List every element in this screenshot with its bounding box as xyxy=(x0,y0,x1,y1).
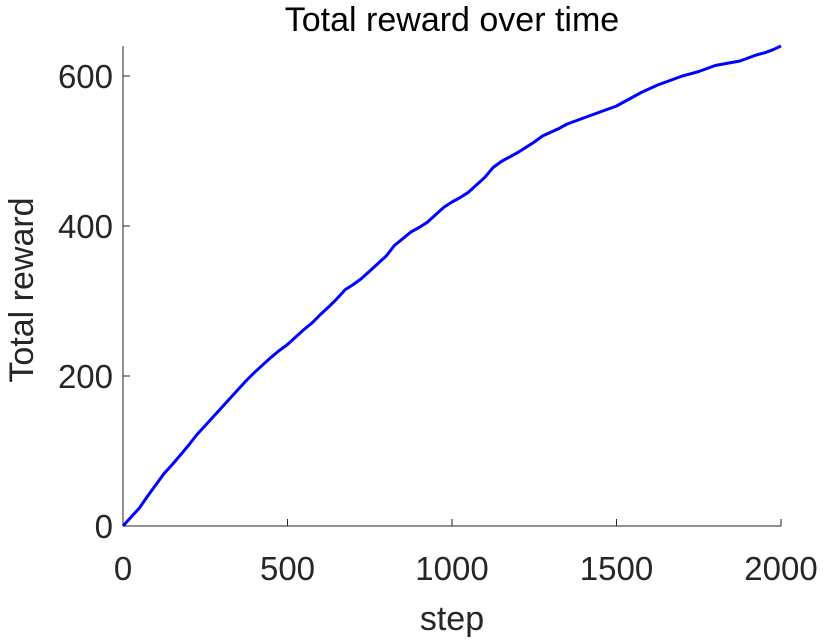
y-tick-label: 400 xyxy=(58,208,113,245)
x-ticks: 0 500 1000 1500 2000 xyxy=(114,519,818,587)
chart-title: Total reward over time xyxy=(285,1,619,39)
y-tick-label: 600 xyxy=(58,58,113,95)
x-tick-label: 0 xyxy=(114,550,132,587)
x-tick-label: 1500 xyxy=(580,550,653,587)
series-layer xyxy=(121,44,782,528)
y-tick-label: 200 xyxy=(58,358,113,395)
x-tick-label: 2000 xyxy=(744,550,817,587)
y-tick-label: 0 xyxy=(95,508,113,545)
series-line xyxy=(121,44,782,528)
x-axis-label: step xyxy=(420,600,484,638)
x-tick-label: 1000 xyxy=(415,550,488,587)
y-ticks: 0 200 400 600 xyxy=(58,58,130,545)
axes xyxy=(122,46,781,527)
x-tick-label: 500 xyxy=(260,550,315,587)
y-axis-label: Total reward xyxy=(3,197,41,382)
